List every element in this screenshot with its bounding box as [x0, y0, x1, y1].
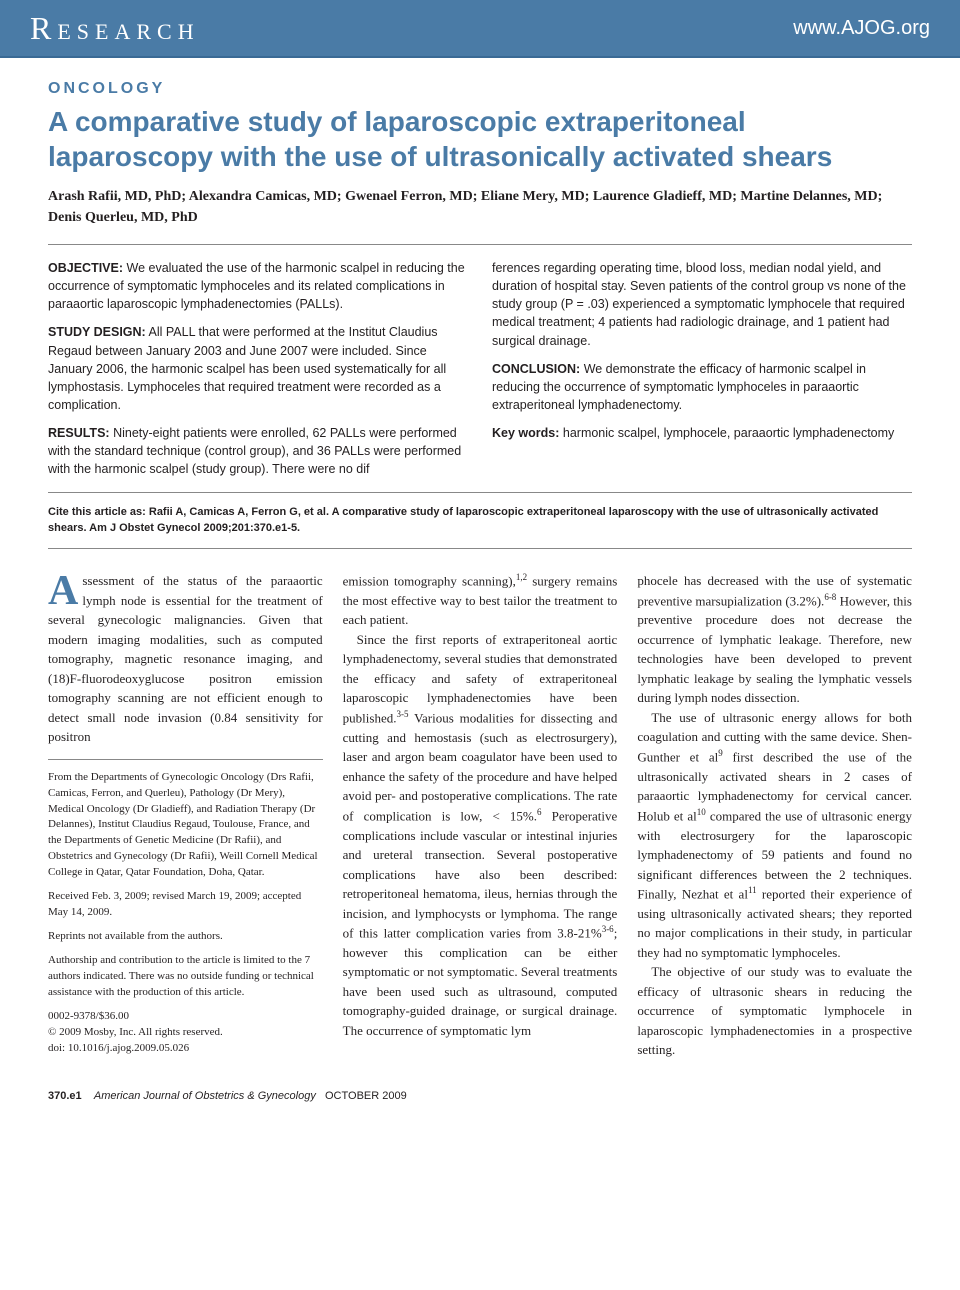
affil-reprints: Reprints not available from the authors. [48, 929, 323, 945]
page-footer: 370.e1 American Journal of Obstetrics & … [0, 1080, 960, 1112]
results-text-a: Ninety-eight patients were enrolled, 62 … [48, 426, 461, 476]
header-bar: Research www.AJOG.org [0, 0, 960, 58]
ref-35: 3-5 [396, 709, 408, 719]
footer-journal: American Journal of Obstetrics & Gynecol… [94, 1090, 316, 1102]
abstract-keywords: Key words: harmonic scalpel, lymphocele,… [492, 424, 912, 442]
affil-doi: doi: 10.1016/j.ajog.2009.05.026 [48, 1042, 189, 1054]
p2c-text: Peroperative complications include vascu… [343, 808, 618, 940]
paragraph-1: Assessment of the status of the paraaort… [48, 571, 323, 747]
ref-12: 1,2 [516, 572, 527, 582]
ref-11: 11 [748, 885, 757, 895]
abstract-objective: OBJECTIVE: We evaluated the use of the h… [48, 259, 468, 313]
p3b-text: However, this preventive procedure does … [637, 593, 912, 706]
p2b-text: Various modalities for dissecting and cu… [343, 710, 618, 823]
dropcap: A [48, 571, 82, 610]
affil-legal: 0002-9378/$36.00 © 2009 Mosby, Inc. All … [48, 1009, 323, 1057]
abstract-results-a: RESULTS: Ninety-eight patients were enro… [48, 424, 468, 478]
paragraph-5: The objective of our study was to evalua… [637, 962, 912, 1060]
affil-authorship: Authorship and contribution to the artic… [48, 953, 323, 1001]
affil-issn: 0002-9378/$36.00 [48, 1010, 129, 1022]
keywords-text: harmonic scalpel, lymphocele, paraaortic… [563, 426, 894, 440]
footer-page: 370.e1 [48, 1090, 82, 1102]
paragraph-4: The use of ultrasonic energy allows for … [637, 708, 912, 962]
section-label: Research [30, 10, 200, 47]
conclusion-label: CONCLUSION: [492, 362, 580, 376]
footer-date: OCTOBER 2009 [325, 1090, 407, 1102]
ref-10: 10 [697, 807, 706, 817]
keywords-label: Key words: [492, 426, 559, 440]
results-label: RESULTS: [48, 426, 110, 440]
journal-url: www.AJOG.org [793, 17, 930, 40]
results-text-b: ferences regarding operating time, blood… [492, 261, 906, 348]
paragraph-3: phocele has decreased with the use of sy… [637, 571, 912, 708]
ref-68: 6-8 [824, 592, 836, 602]
p1b-text: emission tomography scanning), [343, 573, 516, 588]
abstract-results-b: ferences regarding operating time, blood… [492, 259, 912, 350]
abstract-box: OBJECTIVE: We evaluated the use of the h… [48, 244, 912, 493]
p2d-text: ; however this complication can be eithe… [343, 925, 618, 1038]
paragraph-1-cont: emission tomography scanning),1,2 surger… [343, 571, 618, 630]
ref-36: 3-6 [602, 924, 614, 934]
p1-text: ssessment of the status of the paraaorti… [48, 573, 323, 744]
author-list: Arash Rafii, MD, PhD; Alexandra Camicas,… [48, 186, 912, 228]
article-title: A comparative study of laparoscopic extr… [48, 104, 912, 174]
category-label: ONCOLOGY [48, 80, 912, 98]
page-content: ONCOLOGY A comparative study of laparosc… [0, 58, 960, 1080]
paragraph-2: Since the first reports of extraperitone… [343, 630, 618, 1040]
affil-from: From the Departments of Gynecologic Onco… [48, 770, 323, 882]
affil-copyright: © 2009 Mosby, Inc. All rights reserved. [48, 1026, 223, 1038]
citation-note: Cite this article as: Rafii A, Camicas A… [48, 499, 912, 549]
abstract-design: STUDY DESIGN: All PALL that were perform… [48, 323, 468, 414]
body-text: Assessment of the status of the paraaort… [48, 571, 912, 1060]
objective-label: OBJECTIVE: [48, 261, 123, 275]
affiliations-block: From the Departments of Gynecologic Onco… [48, 759, 323, 1057]
affil-received: Received Feb. 3, 2009; revised March 19,… [48, 889, 323, 921]
design-label: STUDY DESIGN: [48, 325, 146, 339]
abstract-conclusion: CONCLUSION: We demonstrate the efficacy … [492, 360, 912, 414]
